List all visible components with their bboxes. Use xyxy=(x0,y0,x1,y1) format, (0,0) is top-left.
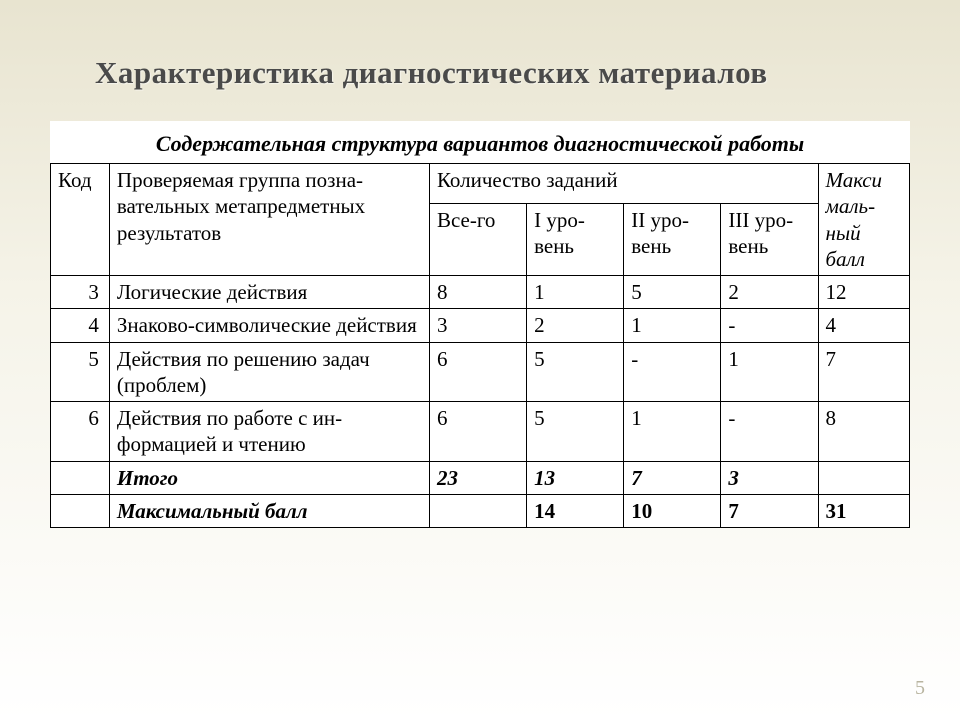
cell-l2: 1 xyxy=(624,402,721,462)
cell-l1: 2 xyxy=(527,309,624,342)
header-level2: II уро-вень xyxy=(624,204,721,276)
cell-code: 5 xyxy=(51,342,110,402)
cell-max: 8 xyxy=(818,402,910,462)
cell-max xyxy=(818,461,910,494)
cell-l3: - xyxy=(721,402,818,462)
header-row-1: Код Проверяемая группа позна-вательных м… xyxy=(51,164,910,204)
cell-group: Действия по работе с ин-формацией и чтен… xyxy=(109,402,429,462)
cell-max: 7 xyxy=(818,342,910,402)
cell-l3: 7 xyxy=(721,494,818,527)
cell-l2: - xyxy=(624,342,721,402)
table-row: 4 Знаково-символические действия 3 2 1 -… xyxy=(51,309,910,342)
slide-title: Характеристика диагностических материало… xyxy=(0,0,960,91)
cell-code: 6 xyxy=(51,402,110,462)
cell-group: Логические действия xyxy=(109,276,429,309)
cell-group: Действия по решению задач (проблем) xyxy=(109,342,429,402)
cell-l1: 14 xyxy=(527,494,624,527)
table-row: 6 Действия по работе с ин-формацией и чт… xyxy=(51,402,910,462)
header-level1: I уро-вень xyxy=(527,204,624,276)
cell-max: 31 xyxy=(818,494,910,527)
cell-l3: 2 xyxy=(721,276,818,309)
cell-l1: 5 xyxy=(527,402,624,462)
header-code: Код xyxy=(51,164,110,276)
cell-max: 4 xyxy=(818,309,910,342)
cell-group: Знаково-символические действия xyxy=(109,309,429,342)
cell-total: 23 xyxy=(429,461,526,494)
cell-total: 8 xyxy=(429,276,526,309)
cell-l2: 10 xyxy=(624,494,721,527)
cell-code xyxy=(51,461,110,494)
cell-l1: 13 xyxy=(527,461,624,494)
max-row: Максимальный балл 14 10 7 31 xyxy=(51,494,910,527)
table-row: 3 Логические действия 8 1 5 2 12 xyxy=(51,276,910,309)
page-number: 5 xyxy=(915,677,925,700)
table-caption: Содержательная структура вариантов диагн… xyxy=(50,131,910,157)
cell-code xyxy=(51,494,110,527)
cell-l2: 7 xyxy=(624,461,721,494)
header-total: Все-го xyxy=(429,204,526,276)
table-row: 5 Действия по решению задач (проблем) 6 … xyxy=(51,342,910,402)
cell-l1: 5 xyxy=(527,342,624,402)
cell-l1: 1 xyxy=(527,276,624,309)
header-group: Проверяемая группа позна-вательных метап… xyxy=(109,164,429,276)
cell-l3: 3 xyxy=(721,461,818,494)
cell-total: 6 xyxy=(429,402,526,462)
cell-total: 6 xyxy=(429,342,526,402)
header-level3: III уро-вень xyxy=(721,204,818,276)
cell-code: 4 xyxy=(51,309,110,342)
header-max: Макси маль-ный балл xyxy=(818,164,910,276)
content-box: Содержательная структура вариантов диагн… xyxy=(50,121,910,528)
cell-totals-label: Итого xyxy=(109,461,429,494)
header-qty-group: Количество заданий xyxy=(429,164,818,204)
cell-l3: 1 xyxy=(721,342,818,402)
cell-l2: 5 xyxy=(624,276,721,309)
cell-code: 3 xyxy=(51,276,110,309)
cell-l3: - xyxy=(721,309,818,342)
cell-total: 3 xyxy=(429,309,526,342)
cell-max-label: Максимальный балл xyxy=(109,494,429,527)
cell-total xyxy=(429,494,526,527)
diagnostic-table: Код Проверяемая группа позна-вательных м… xyxy=(50,163,910,528)
totals-row: Итого 23 13 7 3 xyxy=(51,461,910,494)
cell-l2: 1 xyxy=(624,309,721,342)
cell-max: 12 xyxy=(818,276,910,309)
